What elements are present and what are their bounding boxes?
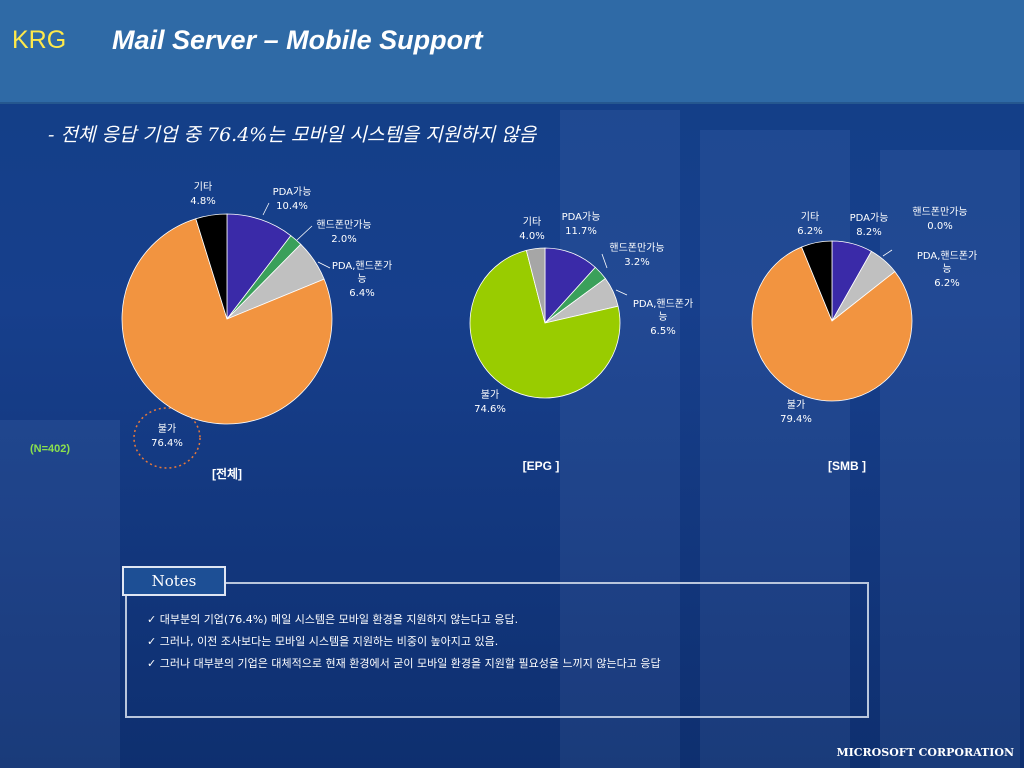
slice-name-label: 불가 — [787, 399, 805, 411]
leader-line — [882, 249, 893, 257]
leader-line — [615, 289, 628, 296]
slice-name-label: 기타 — [194, 181, 212, 193]
slice-value-label: 10.4% — [276, 201, 308, 212]
chart-caption: [전체] — [212, 466, 242, 481]
slice-value-label: 6.2% — [797, 226, 822, 237]
slice-value-label: 2.0% — [331, 234, 356, 245]
slice-value-label: 6.4% — [349, 288, 374, 299]
slice-value-label: 3.2% — [624, 257, 649, 268]
note-item: ✓ 그러나 대부분의 기업은 대체적으로 현재 환경에서 굳이 모바일 환경을 … — [147, 657, 661, 670]
slice-value-label: 6.2% — [934, 278, 959, 289]
leader-line — [601, 253, 608, 269]
note-item: ✓ 대부분의 기업(76.4%) 메일 시스템은 모바일 환경을 지원하지 않는… — [147, 613, 519, 626]
pie-slice — [195, 213, 228, 320]
slice-name-label: 핸드폰만가능 — [316, 219, 371, 231]
slice-value-label: 79.4% — [780, 414, 812, 425]
slice-value-label: 6.5% — [650, 326, 675, 337]
footer-company: MICROSOFT CORPORATION — [836, 746, 1014, 759]
slice-value-label: 74.6% — [474, 404, 506, 415]
pie-slice — [525, 247, 546, 324]
logo: KRG — [12, 26, 67, 54]
slice-name-label: PDA가능 — [562, 211, 601, 223]
notes-tab: Notes — [122, 566, 226, 596]
slice-name-label: PDA,핸드폰가 — [917, 250, 977, 262]
leader-line — [317, 261, 331, 269]
slice-name-label: PDA가능 — [273, 186, 312, 198]
pie-slice — [469, 249, 621, 399]
slice-value-label: 8.2% — [856, 227, 881, 238]
pie-slice — [121, 218, 333, 425]
leader-line — [262, 202, 270, 216]
slice-name-label: 불가 — [158, 423, 176, 435]
slice-value-label: 11.7% — [565, 226, 597, 237]
slice-name-label: PDA가능 — [850, 212, 889, 224]
slice-name-label: 능 — [942, 263, 951, 275]
background-building — [0, 420, 120, 768]
notes-box — [125, 582, 869, 718]
background-building — [880, 150, 1020, 768]
pie-slice — [801, 240, 833, 322]
background-building — [560, 110, 680, 768]
slice-name-label: 능 — [357, 273, 366, 285]
pie-slice — [226, 213, 292, 321]
sample-size-label: (N=402) — [30, 443, 70, 455]
notes-list: ✓ 대부분의 기업(76.4%) 메일 시스템은 모바일 환경을 지원하지 않는… — [147, 612, 661, 678]
slice-name-label: PDA,핸드폰가 — [332, 260, 392, 272]
background-building — [700, 130, 850, 768]
slice-name-label: 능 — [658, 311, 667, 323]
note-item: ✓ 그러나, 이전 조사보다는 모바일 시스템을 지원하는 비중이 높아지고 있… — [147, 635, 499, 648]
slice-value-label: 76.4% — [151, 438, 183, 449]
slice-value-label: 4.8% — [190, 196, 215, 207]
slice-name-label: 기타 — [801, 211, 819, 223]
chart-caption: [EPG ] — [523, 459, 560, 473]
slide-header: KRG Mail Server – Mobile Support — [0, 0, 1024, 104]
slice-value-label: 0.0% — [927, 221, 952, 232]
chart-caption: [SMB ] — [828, 459, 866, 473]
slice-name-label: 핸드폰만가능 — [912, 206, 967, 218]
pie-slice — [751, 246, 913, 402]
leader-line — [296, 225, 313, 241]
slice-name-label: 불가 — [481, 389, 499, 401]
slice-value-label: 4.0% — [519, 231, 544, 242]
slide-title: Mail Server – Mobile Support — [112, 25, 483, 55]
slice-name-label: PDA,핸드폰가 — [633, 298, 693, 310]
slice-name-label: 핸드폰만가능 — [609, 242, 664, 254]
slide-subtitle: - 전체 응답 기업 중 76.4%는 모바일 시스템을 지원하지 않음 — [48, 124, 537, 146]
highlight-circle — [133, 407, 201, 469]
slice-name-label: 기타 — [523, 216, 541, 228]
